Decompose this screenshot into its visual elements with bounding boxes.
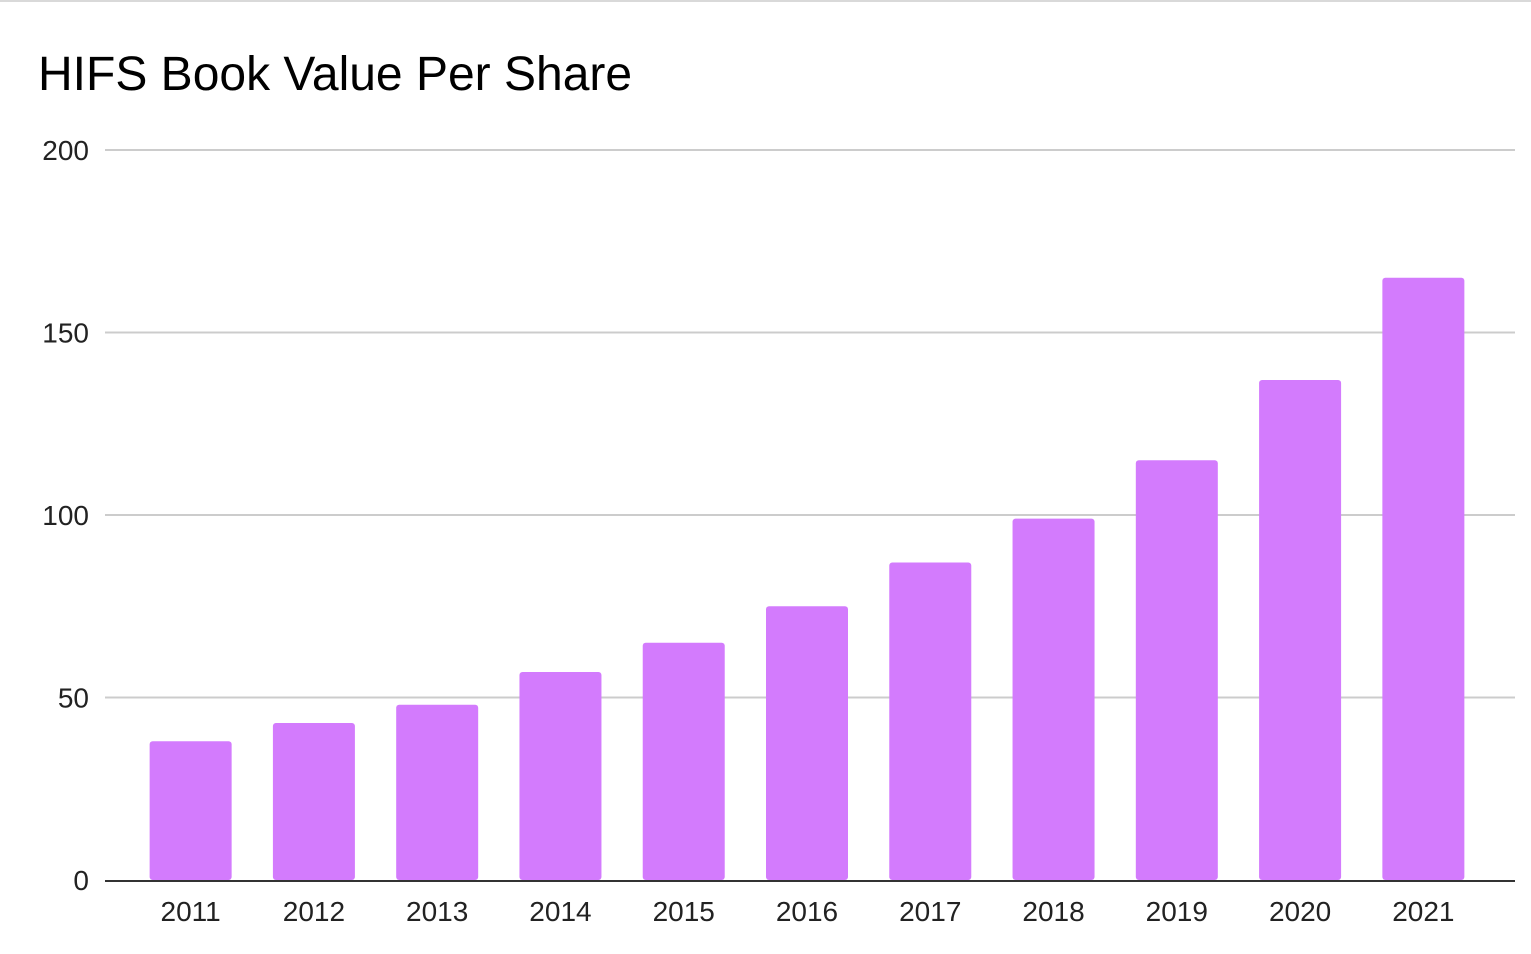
y-tick-label: 150: [42, 318, 89, 349]
x-tick-label: 2018: [1022, 896, 1084, 927]
bar-2011: [149, 741, 232, 880]
bar-2020: [1259, 379, 1342, 880]
x-tick-label: 2021: [1392, 896, 1454, 927]
bar-2014: [519, 671, 602, 880]
x-tick-label: 2014: [529, 896, 591, 927]
bar-2016: [766, 606, 848, 880]
bar-2012: [272, 723, 355, 880]
x-tick-label: 2015: [653, 896, 715, 927]
x-tick-label: 2012: [283, 896, 345, 927]
x-tick-label: 2017: [899, 896, 961, 927]
y-tick-label: 200: [42, 135, 89, 166]
bar-2013: [396, 704, 479, 880]
x-tick-label: 2019: [1146, 896, 1208, 927]
x-axis-ticks: 2011 2012 2013 2014 2015 2016 2017 2018 2019 2020…: [161, 896, 1455, 927]
y-tick-label: 100: [42, 500, 89, 531]
y-tick-label: 50: [58, 683, 89, 714]
top-border: [0, 0, 1531, 2]
bar-2017: [889, 562, 972, 880]
y-tick-label: 0: [73, 865, 89, 896]
bar-2018: [1012, 518, 1095, 880]
chart-title: HIFS Book Value Per Share: [38, 48, 633, 101]
bars: [149, 277, 1465, 880]
x-tick-label: 2020: [1269, 896, 1331, 927]
x-tick-label: 2013: [406, 896, 468, 927]
bar-2015: [642, 642, 725, 880]
bar-2021: [1382, 277, 1465, 880]
bar-2019: [1135, 460, 1218, 880]
x-tick-label: 2011: [161, 896, 221, 927]
y-axis-ticks: 0 50 100 150 200: [42, 135, 89, 896]
x-tick-label: 2016: [776, 896, 838, 927]
